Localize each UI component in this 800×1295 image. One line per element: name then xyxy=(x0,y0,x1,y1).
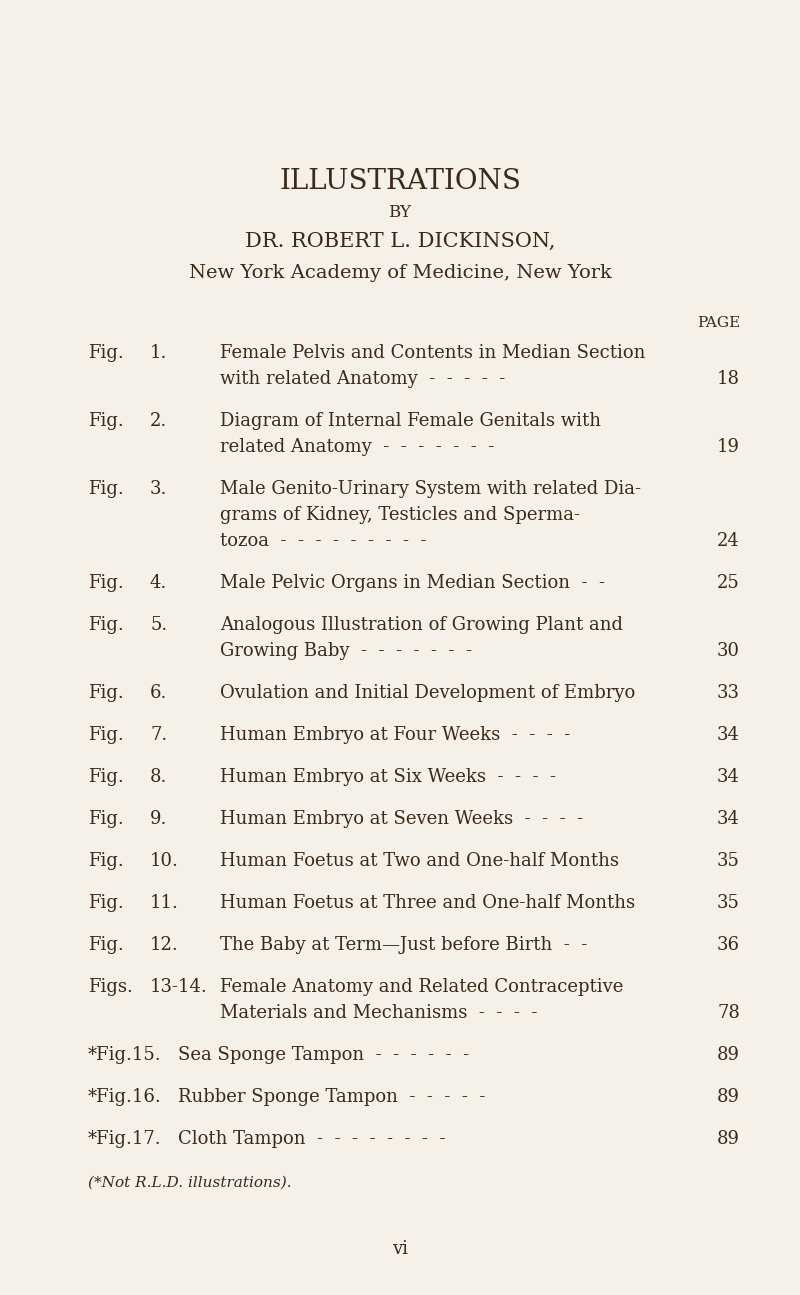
Text: Human Embryo at Four Weeks  -  -  -  -: Human Embryo at Four Weeks - - - - xyxy=(220,726,570,745)
Text: PAGE: PAGE xyxy=(697,316,740,330)
Text: 10.: 10. xyxy=(150,852,179,870)
Text: with related Anatomy  -  -  -  -  -: with related Anatomy - - - - - xyxy=(220,370,506,388)
Text: 6.: 6. xyxy=(150,684,167,702)
Text: 24: 24 xyxy=(718,532,740,550)
Text: (*Not R.L.D. illustrations).: (*Not R.L.D. illustrations). xyxy=(88,1176,292,1190)
Text: 5.: 5. xyxy=(150,616,167,635)
Text: Fig.: Fig. xyxy=(88,344,124,363)
Text: *Fig.17.: *Fig.17. xyxy=(88,1131,162,1147)
Text: Female Anatomy and Related Contraceptive: Female Anatomy and Related Contraceptive xyxy=(220,978,623,996)
Text: Human Foetus at Three and One-half Months: Human Foetus at Three and One-half Month… xyxy=(220,894,635,912)
Text: 9.: 9. xyxy=(150,809,167,828)
Text: Diagram of Internal Female Genitals with: Diagram of Internal Female Genitals with xyxy=(220,412,601,430)
Text: Human Foetus at Two and One-half Months: Human Foetus at Two and One-half Months xyxy=(220,852,619,870)
Text: vi: vi xyxy=(392,1241,408,1257)
Text: 78: 78 xyxy=(717,1004,740,1022)
Text: Fig.: Fig. xyxy=(88,412,124,430)
Text: 3.: 3. xyxy=(150,480,167,499)
Text: Analogous Illustration of Growing Plant and: Analogous Illustration of Growing Plant … xyxy=(220,616,623,635)
Text: 1.: 1. xyxy=(150,344,167,363)
Text: 13-14.: 13-14. xyxy=(150,978,208,996)
Text: 33: 33 xyxy=(717,684,740,702)
Text: 4.: 4. xyxy=(150,574,167,592)
Text: New York Academy of Medicine, New York: New York Academy of Medicine, New York xyxy=(189,264,611,282)
Text: BY: BY xyxy=(389,205,411,221)
Text: 35: 35 xyxy=(717,852,740,870)
Text: 34: 34 xyxy=(717,726,740,745)
Text: DR. ROBERT L. DICKINSON,: DR. ROBERT L. DICKINSON, xyxy=(245,232,555,251)
Text: Figs.: Figs. xyxy=(88,978,133,996)
Text: Fig.: Fig. xyxy=(88,936,124,954)
Text: 89: 89 xyxy=(717,1088,740,1106)
Text: 2.: 2. xyxy=(150,412,167,430)
Text: *Fig.16.: *Fig.16. xyxy=(88,1088,162,1106)
Text: 19: 19 xyxy=(717,438,740,456)
Text: Male Genito-Urinary System with related Dia-: Male Genito-Urinary System with related … xyxy=(220,480,641,499)
Text: 11.: 11. xyxy=(150,894,179,912)
Text: The Baby at Term—Just before Birth  -  -: The Baby at Term—Just before Birth - - xyxy=(220,936,587,954)
Text: 89: 89 xyxy=(717,1046,740,1064)
Text: Materials and Mechanisms  -  -  -  -: Materials and Mechanisms - - - - xyxy=(220,1004,538,1022)
Text: Male Pelvic Organs in Median Section  -  -: Male Pelvic Organs in Median Section - - xyxy=(220,574,605,592)
Text: Fig.: Fig. xyxy=(88,480,124,499)
Text: grams of Kidney, Testicles and Sperma-: grams of Kidney, Testicles and Sperma- xyxy=(220,506,580,524)
Text: Fig.: Fig. xyxy=(88,616,124,635)
Text: Fig.: Fig. xyxy=(88,574,124,592)
Text: Ovulation and Initial Development of Embryo: Ovulation and Initial Development of Emb… xyxy=(220,684,635,702)
Text: Human Embryo at Seven Weeks  -  -  -  -: Human Embryo at Seven Weeks - - - - xyxy=(220,809,583,828)
Text: 7.: 7. xyxy=(150,726,167,745)
Text: Growing Baby  -  -  -  -  -  -  -: Growing Baby - - - - - - - xyxy=(220,642,472,660)
Text: 34: 34 xyxy=(717,768,740,786)
Text: Sea Sponge Tampon  -  -  -  -  -  -: Sea Sponge Tampon - - - - - - xyxy=(178,1046,469,1064)
Text: Rubber Sponge Tampon  -  -  -  -  -: Rubber Sponge Tampon - - - - - xyxy=(178,1088,486,1106)
Text: Female Pelvis and Contents in Median Section: Female Pelvis and Contents in Median Sec… xyxy=(220,344,646,363)
Text: 36: 36 xyxy=(717,936,740,954)
Text: tozoa  -  -  -  -  -  -  -  -  -: tozoa - - - - - - - - - xyxy=(220,532,426,550)
Text: 30: 30 xyxy=(717,642,740,660)
Text: Fig.: Fig. xyxy=(88,852,124,870)
Text: 12.: 12. xyxy=(150,936,178,954)
Text: Fig.: Fig. xyxy=(88,768,124,786)
Text: 25: 25 xyxy=(718,574,740,592)
Text: Fig.: Fig. xyxy=(88,809,124,828)
Text: 34: 34 xyxy=(717,809,740,828)
Text: 89: 89 xyxy=(717,1131,740,1147)
Text: Fig.: Fig. xyxy=(88,726,124,745)
Text: Human Embryo at Six Weeks  -  -  -  -: Human Embryo at Six Weeks - - - - xyxy=(220,768,556,786)
Text: related Anatomy  -  -  -  -  -  -  -: related Anatomy - - - - - - - xyxy=(220,438,494,456)
Text: Fig.: Fig. xyxy=(88,684,124,702)
Text: ILLUSTRATIONS: ILLUSTRATIONS xyxy=(279,168,521,196)
Text: 18: 18 xyxy=(717,370,740,388)
Text: 35: 35 xyxy=(717,894,740,912)
Text: Cloth Tampon  -  -  -  -  -  -  -  -: Cloth Tampon - - - - - - - - xyxy=(178,1131,446,1147)
Text: *Fig.15.: *Fig.15. xyxy=(88,1046,162,1064)
Text: 8.: 8. xyxy=(150,768,167,786)
Text: Fig.: Fig. xyxy=(88,894,124,912)
